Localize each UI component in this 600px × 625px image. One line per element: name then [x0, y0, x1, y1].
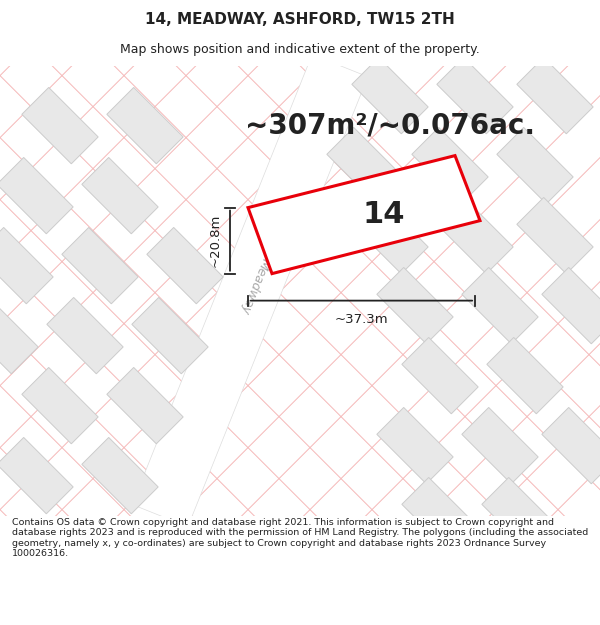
- Polygon shape: [248, 156, 480, 274]
- Polygon shape: [542, 268, 600, 344]
- Text: ~20.8m: ~20.8m: [209, 214, 222, 268]
- Polygon shape: [82, 438, 158, 514]
- Polygon shape: [132, 54, 368, 527]
- Text: ~307m²/~0.076ac.: ~307m²/~0.076ac.: [245, 112, 535, 139]
- Polygon shape: [377, 408, 453, 484]
- Polygon shape: [437, 58, 513, 134]
- Polygon shape: [462, 268, 538, 344]
- Polygon shape: [497, 127, 573, 204]
- Polygon shape: [82, 158, 158, 234]
- Text: 14: 14: [362, 200, 405, 229]
- Polygon shape: [107, 368, 183, 444]
- Polygon shape: [132, 298, 208, 374]
- Polygon shape: [62, 228, 138, 304]
- Polygon shape: [402, 478, 478, 554]
- Polygon shape: [482, 478, 558, 554]
- Polygon shape: [377, 268, 453, 344]
- Polygon shape: [402, 338, 478, 414]
- Polygon shape: [542, 408, 600, 484]
- Text: Contains OS data © Crown copyright and database right 2021. This information is : Contains OS data © Crown copyright and d…: [12, 518, 588, 558]
- Polygon shape: [437, 198, 513, 274]
- Text: ~37.3m: ~37.3m: [335, 312, 388, 326]
- Polygon shape: [107, 88, 183, 164]
- Polygon shape: [22, 368, 98, 444]
- Polygon shape: [412, 127, 488, 204]
- Polygon shape: [0, 438, 73, 514]
- Polygon shape: [22, 88, 98, 164]
- Polygon shape: [517, 58, 593, 134]
- Polygon shape: [462, 408, 538, 484]
- Polygon shape: [0, 228, 53, 304]
- Polygon shape: [47, 298, 123, 374]
- Polygon shape: [487, 338, 563, 414]
- Text: Meadway: Meadway: [238, 256, 272, 316]
- Polygon shape: [147, 228, 223, 304]
- Polygon shape: [352, 58, 428, 134]
- Polygon shape: [327, 127, 403, 204]
- Polygon shape: [0, 158, 73, 234]
- Text: Map shows position and indicative extent of the property.: Map shows position and indicative extent…: [120, 42, 480, 56]
- Text: 14, MEADWAY, ASHFORD, TW15 2TH: 14, MEADWAY, ASHFORD, TW15 2TH: [145, 12, 455, 27]
- Polygon shape: [352, 198, 428, 274]
- Polygon shape: [0, 298, 38, 374]
- Polygon shape: [517, 198, 593, 274]
